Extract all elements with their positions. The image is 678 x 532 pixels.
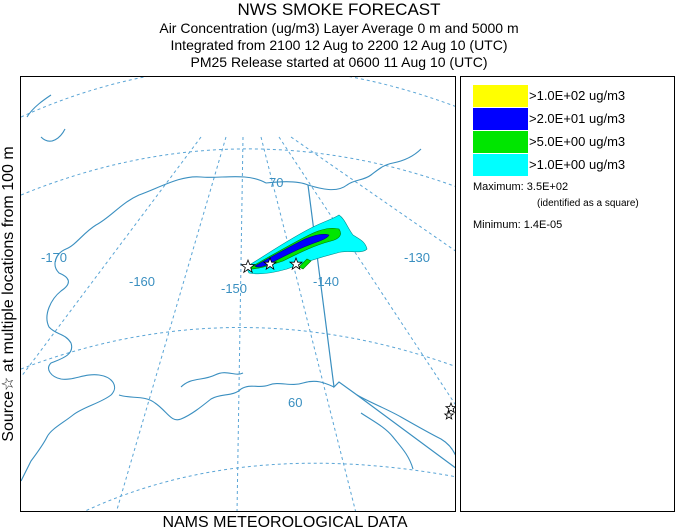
longitude-label: -150 (221, 281, 247, 296)
source-star (262, 256, 278, 271)
legend-label: >1.0E+02 ug/m3 (529, 88, 626, 103)
longitude-gridlines (21, 136, 455, 511)
plume-blue-region (254, 233, 330, 268)
forecast-title: NWS SMOKE FORECAST (237, 0, 441, 19)
minimum-value: Minimum: 1.4E-05 (473, 219, 563, 231)
source-star (240, 258, 256, 274)
map-canvas[interactable]: -170 -160 -150 -140 -130 70 60 (21, 77, 456, 512)
longitude-label: -140 (313, 274, 339, 289)
legend-swatch-cyan (473, 154, 528, 176)
latitude-gridlines (21, 77, 455, 511)
subtitle-integration: Integrated from 2100 12 Aug to 2200 12 A… (170, 37, 508, 53)
legend-label: >2.0E+01 ug/m3 (529, 111, 626, 126)
smoke-map[interactable]: -170 -160 -150 -140 -130 70 60 (20, 76, 456, 512)
maximum-note: (identified as a square) (537, 198, 639, 209)
subtitle-concentration: Air Concentration (ug/m3) Layer Average … (159, 20, 519, 36)
maximum-value: Maximum: 3.5E+02 (473, 181, 569, 193)
graticule-labels: -170 -160 -150 -140 -130 70 60 (41, 175, 430, 410)
legend-swatch-yellow (473, 85, 528, 107)
source-side-label: Source☆ at multiple locations from 100 m (0, 146, 17, 442)
source-star (444, 401, 455, 414)
source-star (443, 409, 455, 420)
plume-green-tail (298, 258, 312, 270)
legend-swatch-blue (473, 108, 528, 130)
latitude-label: 70 (269, 175, 283, 190)
plume-blue-core (315, 235, 323, 239)
legend-panel: >1.0E+02 ug/m3 >2.0E+01 ug/m3 >5.0E+00 u… (460, 76, 675, 512)
subtitle-release: PM25 Release started at 0600 11 Aug 10 (… (190, 54, 488, 70)
smoke-plume (245, 214, 368, 275)
longitude-label: -160 (129, 274, 155, 289)
legend-label: >1.0E+00 ug/m3 (529, 157, 626, 172)
alaska-coastline (21, 94, 455, 482)
legend-label: >5.0E+00 ug/m3 (529, 134, 626, 149)
canada-border (307, 184, 455, 469)
legend-swatch-green (473, 131, 528, 153)
source-star (288, 256, 304, 271)
source-markers (240, 256, 455, 420)
longitude-label: -170 (41, 250, 67, 265)
latitude-label: 60 (288, 395, 302, 410)
data-source-footer: NAMS METEOROLOGICAL DATA (162, 514, 408, 531)
longitude-label: -130 (404, 250, 430, 265)
